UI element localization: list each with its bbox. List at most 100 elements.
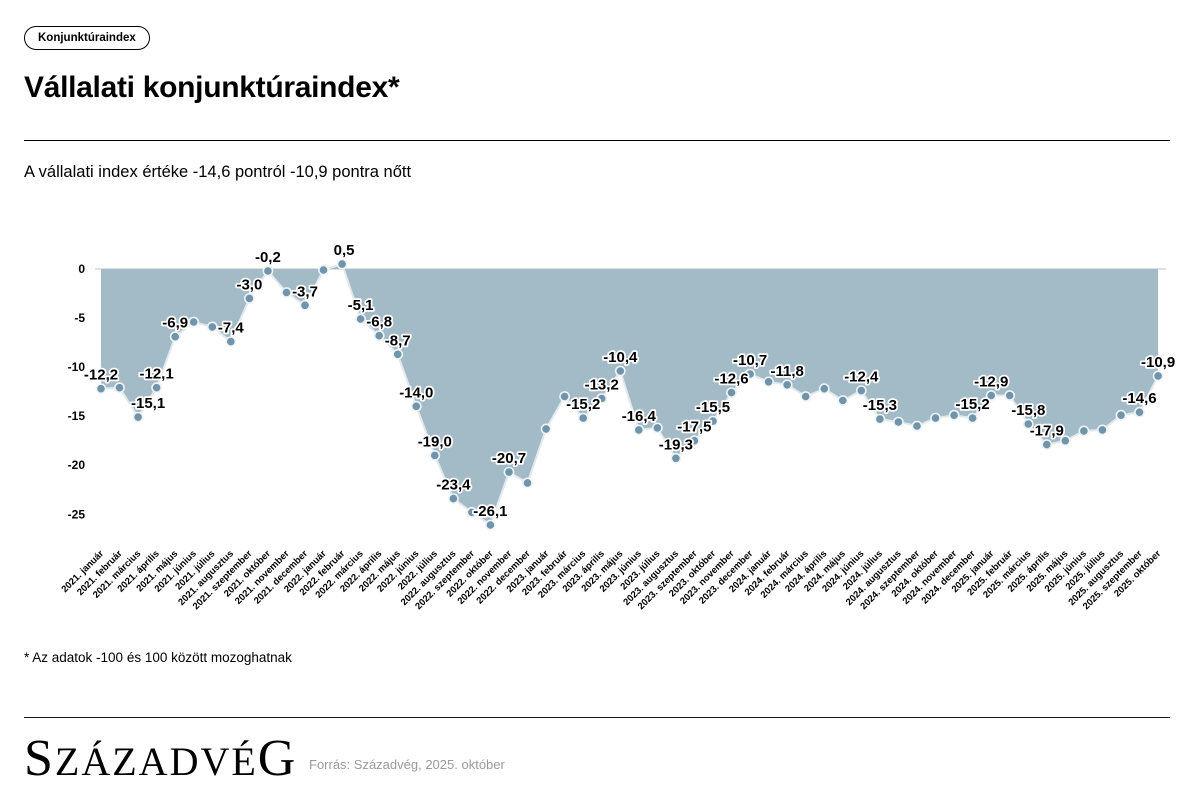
data-point bbox=[633, 424, 645, 436]
data-point bbox=[540, 423, 552, 435]
data-label: -19,3 bbox=[659, 436, 693, 453]
data-point bbox=[392, 348, 404, 360]
data-point bbox=[1041, 439, 1053, 450]
data-point bbox=[781, 379, 793, 391]
data-point bbox=[1134, 406, 1145, 418]
area-fill bbox=[101, 264, 1159, 525]
data-point bbox=[948, 409, 960, 421]
data-point bbox=[281, 287, 292, 298]
data-label: -26,1 bbox=[473, 503, 507, 520]
data-point bbox=[1152, 370, 1164, 382]
data-point bbox=[985, 390, 997, 401]
data-label: -20,7 bbox=[492, 450, 526, 467]
data-label: -14,0 bbox=[399, 384, 433, 401]
data-label: -11,8 bbox=[771, 363, 804, 380]
topic-badge-label: Konjunktúraindex bbox=[38, 32, 136, 44]
data-label: -13,2 bbox=[585, 377, 619, 394]
data-point bbox=[1059, 435, 1071, 447]
data-point bbox=[447, 493, 459, 504]
data-label: -10,4 bbox=[603, 349, 638, 366]
header-divider bbox=[24, 140, 1170, 141]
data-point bbox=[893, 416, 904, 428]
data-label: 0,5 bbox=[334, 242, 355, 259]
logo-last-letter: G bbox=[257, 730, 298, 787]
data-label: -16,4 bbox=[622, 408, 657, 425]
y-axis-label: -10 bbox=[68, 360, 86, 374]
data-point bbox=[262, 265, 274, 277]
logo-middle-letters: ZÁZADVÉ bbox=[54, 739, 258, 784]
data-label: -15,2 bbox=[955, 396, 989, 413]
source-caption: Forrás: Századvég, 2025. október bbox=[309, 757, 505, 772]
data-point bbox=[373, 330, 385, 342]
data-point bbox=[855, 385, 867, 396]
data-point bbox=[967, 412, 978, 424]
data-label: -12,1 bbox=[139, 366, 173, 383]
data-label: -14,6 bbox=[1122, 390, 1156, 407]
data-label: -5,1 bbox=[348, 297, 374, 314]
data-point bbox=[744, 368, 756, 380]
y-axis-label: -25 bbox=[68, 507, 86, 521]
data-point bbox=[132, 411, 144, 423]
topic-badge: Konjunktúraindex bbox=[24, 26, 150, 50]
data-point bbox=[503, 466, 515, 478]
szazadveg-logo: SZÁZADVÉG bbox=[24, 729, 297, 788]
data-point bbox=[466, 506, 478, 518]
data-label: -17,9 bbox=[1030, 423, 1064, 440]
footer-divider bbox=[24, 717, 1170, 718]
chart-subtitle: A vállalati index értéke -14,6 pontról -… bbox=[24, 163, 412, 181]
data-point bbox=[689, 435, 700, 447]
data-point bbox=[1078, 425, 1090, 437]
data-label: -15,8 bbox=[1011, 402, 1045, 419]
y-axis-label: -20 bbox=[68, 458, 86, 472]
trend-line bbox=[100, 262, 1159, 527]
data-label: -8,7 bbox=[385, 332, 411, 349]
data-point bbox=[1115, 409, 1127, 421]
data-point bbox=[522, 477, 533, 489]
y-axis-label: -15 bbox=[68, 409, 86, 423]
data-label: -17,5 bbox=[677, 419, 711, 436]
chart-footnote: * Az adatok -100 és 100 között mozoghatn… bbox=[24, 650, 292, 665]
data-point bbox=[874, 413, 886, 425]
data-point bbox=[151, 382, 162, 394]
data-label: -10,7 bbox=[733, 352, 767, 369]
data-label: -6,8 bbox=[366, 314, 392, 331]
data-point bbox=[114, 382, 125, 394]
data-label: -23,4 bbox=[436, 477, 471, 494]
data-label: -15,5 bbox=[696, 399, 730, 416]
data-point bbox=[299, 299, 311, 311]
data-point bbox=[318, 264, 329, 276]
data-label: -12,9 bbox=[974, 374, 1008, 391]
data-point bbox=[1004, 390, 1016, 401]
data-point bbox=[930, 412, 941, 424]
data-label: -12,6 bbox=[714, 371, 748, 388]
y-axis-label: -5 bbox=[74, 311, 85, 325]
data-label: -7,4 bbox=[218, 320, 245, 337]
data-point bbox=[577, 412, 589, 424]
y-axis-label: 0 bbox=[78, 262, 85, 276]
data-point bbox=[726, 387, 737, 398]
data-point bbox=[707, 415, 719, 427]
data-point bbox=[670, 452, 682, 464]
data-point bbox=[596, 393, 608, 404]
data-point bbox=[763, 376, 774, 388]
data-label: -15,3 bbox=[863, 397, 897, 414]
data-label: -15,1 bbox=[131, 395, 165, 412]
data-label: -12,4 bbox=[844, 369, 879, 386]
data-point bbox=[336, 258, 348, 270]
data-label: -12,2 bbox=[84, 367, 118, 384]
business-climate-area-chart: 2021. január 2021. február 2021. március 20… bbox=[0, 230, 1193, 650]
logo-first-letter: S bbox=[24, 730, 55, 787]
data-point bbox=[1097, 424, 1108, 436]
data-point bbox=[559, 391, 570, 402]
data-point bbox=[206, 321, 218, 333]
data-point bbox=[1022, 418, 1034, 430]
page-title: Vállalati konjunktúraindex* bbox=[24, 71, 400, 104]
data-label: -0,2 bbox=[255, 249, 281, 266]
data-point bbox=[614, 365, 626, 377]
data-label: -3,7 bbox=[292, 283, 318, 300]
data-point bbox=[95, 383, 107, 395]
data-point bbox=[355, 313, 366, 325]
data-label: -15,2 bbox=[566, 396, 600, 413]
